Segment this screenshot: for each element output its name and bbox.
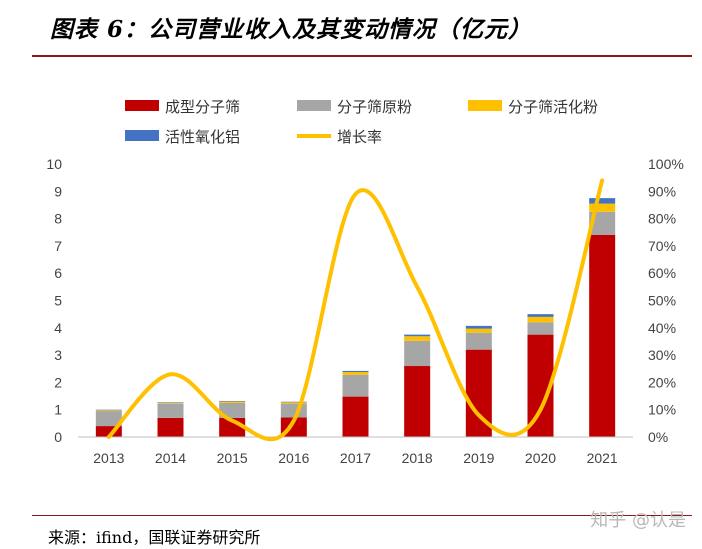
legend-label: 成型分子筛: [165, 98, 240, 116]
bar-segment: [280, 401, 307, 403]
bar-segment: [342, 370, 369, 373]
bar-segment: [589, 198, 616, 204]
y-right-tick-label: 90%: [648, 183, 676, 199]
bar-segment: [157, 403, 184, 418]
bar-segment: [589, 234, 616, 437]
legend-label: 分子筛原粉: [337, 98, 412, 116]
legend-swatch: [297, 100, 331, 111]
y-left-tick-label: 8: [54, 211, 62, 227]
y-left-tick-label: 10: [46, 156, 62, 172]
bar-segment: [404, 366, 431, 437]
y-right-tick-label: 20%: [648, 374, 676, 390]
y-right-tick-label: 100%: [648, 156, 684, 172]
bar-segment: [465, 325, 492, 329]
legend-swatch: [125, 100, 159, 111]
y-axis-left: 0 1 2 3 4 5 6 7 8 9 10: [46, 156, 62, 445]
y-left-tick-label: 7: [54, 238, 62, 254]
y-right-tick-label: 0%: [648, 429, 668, 445]
bar-segment: [219, 400, 246, 402]
bar-segment: [280, 403, 307, 418]
bar-segment: [219, 401, 246, 403]
y-left-tick-label: 1: [54, 402, 62, 418]
y-left-tick-label: 5: [54, 293, 62, 309]
bar-segment: [95, 411, 122, 427]
source-note: 来源：ifind，国联证券研究所: [48, 528, 261, 547]
bar-segment: [280, 402, 307, 404]
y-left-tick-label: 9: [54, 183, 62, 199]
y-right-tick-label: 80%: [648, 211, 676, 227]
y-left-tick-label: 0: [54, 429, 62, 445]
x-tick-label: 2018: [402, 450, 433, 466]
y-left-tick-label: 2: [54, 374, 62, 390]
x-tick-label: 2015: [217, 450, 248, 466]
legend-label: 增长率: [337, 128, 382, 146]
bar-segment: [465, 332, 492, 350]
bar-segment: [527, 314, 554, 317]
bar-segment: [465, 328, 492, 333]
bar-segment: [527, 322, 554, 335]
bar-segment: [95, 409, 122, 411]
bar-segment: [589, 203, 616, 212]
bar-segment: [589, 211, 616, 235]
x-tick-label: 2020: [525, 450, 556, 466]
x-axis: 2013 2014 2015 2016 2017 2018 2019 2020 2021: [78, 436, 633, 466]
bar-segment: [95, 426, 122, 437]
bar-segment: [157, 402, 184, 404]
title-underline: [32, 55, 692, 57]
bar-segment: [342, 396, 369, 437]
chart-title: 图表 6：公司营业收入及其变动情况（亿元）: [50, 16, 533, 43]
bar-segment: [95, 410, 122, 412]
bar-segment: [342, 372, 369, 375]
bar-segment: [404, 334, 431, 337]
bar-segment: [404, 336, 431, 341]
bar-segment: [404, 340, 431, 367]
watermark: 知乎 @认是: [590, 510, 686, 531]
x-tick-label: 2016: [278, 450, 309, 466]
x-tick-label: 2013: [93, 450, 124, 466]
y-axis-right: 0% 10% 20% 30% 40% 50% 60% 70% 80% 90% 100%: [648, 156, 684, 445]
bar-segment: [527, 316, 554, 323]
bar-segment: [219, 402, 246, 418]
y-left-tick-label: 4: [54, 320, 62, 336]
x-tick-label: 2019: [463, 450, 494, 466]
y-left-tick-label: 3: [54, 347, 62, 363]
y-right-tick-label: 50%: [648, 293, 676, 309]
footer-rule: [32, 515, 692, 516]
legend-label: 活性氧化铝: [165, 128, 240, 146]
bar-segment: [157, 402, 184, 403]
growth-line-series: [106, 178, 605, 442]
x-tick-label: 2014: [155, 450, 186, 466]
legend-swatch: [468, 100, 502, 111]
y-right-tick-label: 10%: [648, 402, 676, 418]
legend-swatch: [125, 130, 159, 141]
y-right-tick-label: 40%: [648, 320, 676, 336]
legend-label: 分子筛活化粉: [508, 98, 598, 116]
x-tick-label: 2021: [587, 450, 618, 466]
y-right-tick-label: 70%: [648, 238, 676, 254]
bar-segment: [342, 374, 369, 397]
y-right-tick-label: 30%: [648, 347, 676, 363]
bar-segment: [157, 417, 184, 437]
growth-line: [106, 178, 605, 442]
y-left-tick-label: 6: [54, 265, 62, 281]
bar-series: [95, 198, 616, 437]
y-right-tick-label: 60%: [648, 265, 676, 281]
x-tick-label: 2017: [340, 450, 371, 466]
